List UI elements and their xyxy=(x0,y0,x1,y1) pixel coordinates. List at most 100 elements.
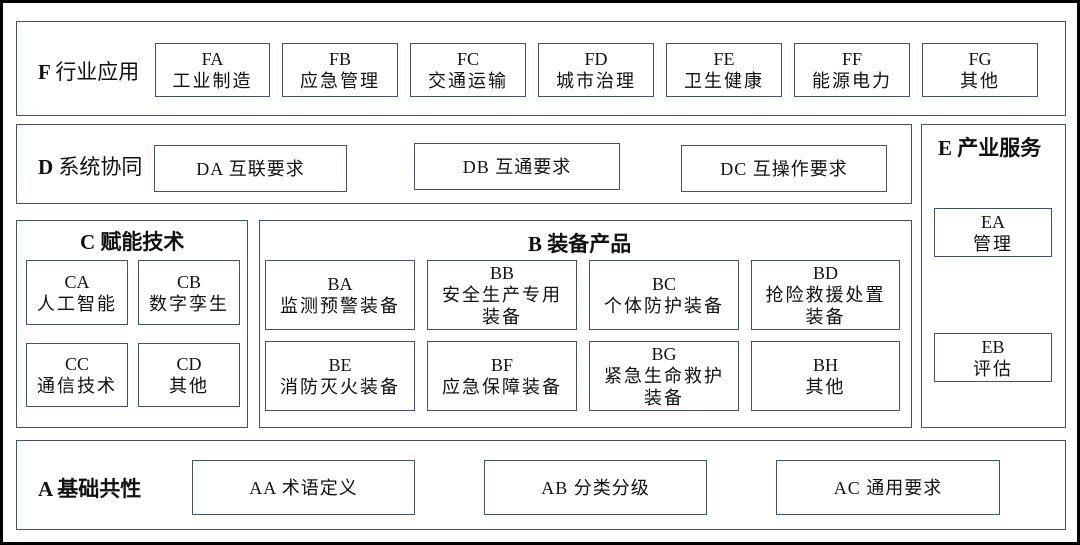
item-name: 城市治理 xyxy=(556,71,636,91)
item-name: 人工智能 xyxy=(37,293,117,314)
item-code: BC xyxy=(651,274,676,294)
item-db: DB 互通要求 xyxy=(414,143,620,190)
item-label: AC 通用要求 xyxy=(834,477,943,499)
section-a xyxy=(16,440,1066,530)
item-code: FC xyxy=(456,49,480,69)
item-ba: BA 监测预警装备 xyxy=(265,260,415,330)
item-fg: FG 其他 xyxy=(922,43,1038,97)
item-name: 分类分级 xyxy=(573,477,650,498)
item-code: DA xyxy=(196,158,224,179)
item-name: 其他 xyxy=(805,377,846,397)
item-bc: BC 个体防护装备 xyxy=(589,260,739,330)
item-code: CC xyxy=(64,354,89,374)
item-name: 其他 xyxy=(960,71,1000,91)
item-code: CA xyxy=(64,271,90,292)
section-letter: B xyxy=(528,232,543,256)
section-name: 赋能技术 xyxy=(100,230,185,254)
item-ea: EA 管理 xyxy=(934,208,1052,257)
item-name: 互联要求 xyxy=(228,158,305,179)
item-code: FF xyxy=(841,49,863,69)
item-code: FE xyxy=(713,49,735,69)
item-code: FA xyxy=(201,49,224,69)
section-name: 行业应用 xyxy=(55,60,140,84)
item-label: AA 术语定义 xyxy=(249,477,358,499)
item-code: EB xyxy=(981,336,1005,357)
item-name: 数字孪生 xyxy=(149,293,229,314)
item-bg: BG 紧急生命救护装备 xyxy=(589,341,739,411)
item-bd: BD 抢险救援处置装备 xyxy=(751,260,900,330)
section-name: 系统协同 xyxy=(58,155,143,179)
item-name: 通信技术 xyxy=(37,376,117,396)
section-name: 装备产品 xyxy=(547,232,632,256)
item-fe: FE 卫生健康 xyxy=(666,43,782,97)
section-title: E 产业服务 xyxy=(938,132,1041,162)
item-code: AA xyxy=(249,477,277,498)
item-name: 抢险救援处置装备 xyxy=(765,285,886,327)
section-d xyxy=(16,124,912,204)
item-cd: CD 其他 xyxy=(138,343,240,407)
section-f xyxy=(16,21,1066,116)
item-code: FG xyxy=(968,49,992,69)
item-code: BG xyxy=(651,344,677,364)
item-code: EA xyxy=(981,211,1005,232)
item-fc: FC 交通运输 xyxy=(410,43,526,97)
item-ac: AC 通用要求 xyxy=(776,460,1000,515)
section-title: B 装备产品 xyxy=(528,228,631,258)
item-code: BF xyxy=(490,355,514,375)
item-name: 管理 xyxy=(973,233,1013,254)
item-name: 互通要求 xyxy=(495,156,572,177)
item-bb: BB 安全生产专用装备 xyxy=(427,260,577,330)
item-da: DA 互联要求 xyxy=(154,145,347,192)
item-name: 交通运输 xyxy=(428,71,508,91)
item-name: 应急管理 xyxy=(300,71,380,91)
item-aa: AA 术语定义 xyxy=(192,460,415,515)
item-name: 工业制造 xyxy=(172,71,253,91)
item-name: 个体防护装备 xyxy=(604,296,724,316)
item-code: BA xyxy=(327,274,353,294)
section-name: 基础共性 xyxy=(57,477,142,501)
item-bf: BF 应急保障装备 xyxy=(427,341,577,411)
item-name: 消防灭火装备 xyxy=(280,377,400,397)
section-b xyxy=(259,220,912,428)
item-name: 安全生产专用装备 xyxy=(442,285,562,327)
item-code: BB xyxy=(489,263,514,283)
item-name: 互操作要求 xyxy=(752,158,848,179)
item-name: 紧急生命救护装备 xyxy=(604,366,724,408)
item-bh: BH 其他 xyxy=(751,341,900,411)
item-ab: AB 分类分级 xyxy=(484,460,707,515)
item-name: 监测预警装备 xyxy=(280,296,400,316)
section-title: A 基础共性 xyxy=(38,473,141,503)
item-code: DB xyxy=(462,156,490,177)
section-c xyxy=(16,220,248,428)
section-title: D 系统协同 xyxy=(38,151,142,181)
item-dc: DC 互操作要求 xyxy=(681,145,887,192)
item-name: 应急保障装备 xyxy=(442,377,562,397)
section-name: 产业服务 xyxy=(957,136,1042,160)
item-name: 能源电力 xyxy=(812,71,892,91)
item-code: DC xyxy=(720,158,748,179)
item-label: DA 互联要求 xyxy=(196,158,305,180)
section-letter: D xyxy=(38,155,54,179)
item-cc: CC 通信技术 xyxy=(26,343,128,407)
item-label: AB 分类分级 xyxy=(541,477,650,499)
item-name: 卫生健康 xyxy=(684,71,764,91)
item-code: BH xyxy=(812,355,838,375)
item-code: BD xyxy=(812,263,838,283)
item-code: CD xyxy=(176,354,202,374)
item-ca: CA 人工智能 xyxy=(26,260,128,325)
item-cb: CB 数字孪生 xyxy=(138,260,240,325)
item-fb: FB 应急管理 xyxy=(282,43,398,97)
section-letter: C xyxy=(80,230,96,254)
item-eb: EB 评估 xyxy=(934,333,1052,382)
item-code: BE xyxy=(328,355,352,375)
item-name: 通用要求 xyxy=(866,477,943,498)
item-be: BE 消防灭火装备 xyxy=(265,341,415,411)
section-title: C 赋能技术 xyxy=(80,226,184,256)
item-code: AB xyxy=(541,477,569,498)
section-title: F 行业应用 xyxy=(38,56,139,86)
item-name: 术语定义 xyxy=(281,477,358,498)
section-letter: A xyxy=(38,477,53,501)
item-code: FD xyxy=(584,49,608,69)
item-fd: FD 城市治理 xyxy=(538,43,654,97)
